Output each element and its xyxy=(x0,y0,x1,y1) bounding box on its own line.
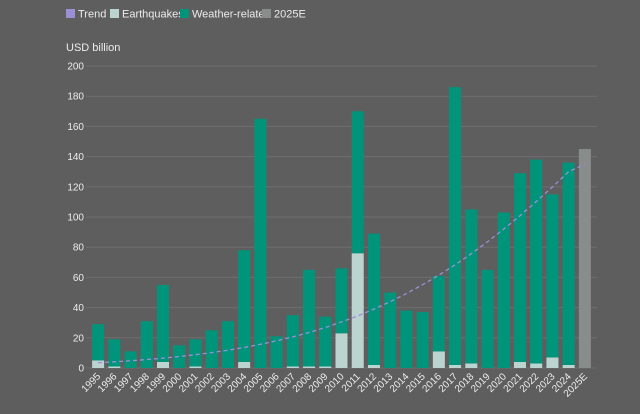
bar-earthquakes-2022 xyxy=(530,363,543,368)
bar-weather-related-2003 xyxy=(221,321,234,368)
legend-swatch-1 xyxy=(110,9,119,18)
y-tick-label-100: 100 xyxy=(67,213,84,224)
legend-swatch-3 xyxy=(262,9,271,18)
bar-weather-related-2015 xyxy=(416,312,429,368)
y-tick-label-160: 160 xyxy=(67,122,84,133)
bar-weather-related-2011 xyxy=(351,111,364,254)
bar-weather-related-2010 xyxy=(335,268,348,334)
bar-earthquakes-2024 xyxy=(562,364,575,368)
bar-weather-related-2001 xyxy=(189,339,202,367)
bar-weather-related-2024 xyxy=(562,162,575,365)
bar-weather-related-1995 xyxy=(92,324,105,361)
bar-earthquakes-2023 xyxy=(546,357,559,368)
y-tick-label-20: 20 xyxy=(73,333,85,344)
bar-earthquakes-1999 xyxy=(157,361,170,368)
bar-weather-related-2002 xyxy=(205,330,218,368)
bar-weather-related-2004 xyxy=(238,250,251,362)
bar-weather-related-2006 xyxy=(270,336,283,368)
bar-earthquakes-2009 xyxy=(319,366,332,368)
bar-2025e-2025E xyxy=(578,149,591,368)
y-unit-label: USD billion xyxy=(66,42,120,54)
bar-weather-related-2018 xyxy=(465,209,478,364)
y-tick-label-140: 140 xyxy=(67,152,84,163)
bar-weather-related-2020 xyxy=(497,212,510,368)
bar-earthquakes-2021 xyxy=(513,361,526,368)
bar-weather-related-2019 xyxy=(481,269,494,368)
bar-earthquakes-2018 xyxy=(465,363,478,368)
bar-earthquakes-2017 xyxy=(449,364,462,368)
legend-label-2: Weather-related xyxy=(192,9,271,21)
bar-weather-related-2023 xyxy=(546,194,559,358)
bar-weather-related-2016 xyxy=(432,275,445,352)
y-tick-label-80: 80 xyxy=(73,243,85,254)
trend-line xyxy=(98,163,586,364)
bar-weather-related-2000 xyxy=(173,345,186,368)
bar-earthquakes-2001 xyxy=(189,366,202,368)
bar-weather-related-1998 xyxy=(140,321,153,368)
bar-weather-related-2014 xyxy=(400,310,413,368)
y-tick-label-120: 120 xyxy=(67,182,84,193)
bar-earthquakes-2008 xyxy=(303,366,316,368)
legend-swatch-0 xyxy=(66,9,75,18)
legend-label-3: 2025E xyxy=(274,9,306,21)
bar-weather-related-1999 xyxy=(157,284,170,362)
bar-earthquakes-1995 xyxy=(92,360,105,368)
bar-weather-related-2008 xyxy=(303,269,316,367)
bar-earthquakes-2016 xyxy=(432,351,445,368)
bar-earthquakes-2011 xyxy=(351,253,364,368)
bar-weather-related-1997 xyxy=(124,351,137,368)
bar-weather-related-1996 xyxy=(108,339,121,367)
bar-earthquakes-2012 xyxy=(367,364,380,368)
bar-earthquakes-2010 xyxy=(335,333,348,368)
bar-weather-related-2007 xyxy=(286,315,299,367)
bar-earthquakes-1996 xyxy=(108,366,121,368)
y-tick-label-0: 0 xyxy=(78,364,84,375)
bar-weather-related-2012 xyxy=(367,233,380,365)
bar-weather-related-2021 xyxy=(513,173,526,362)
bar-weather-related-2017 xyxy=(449,87,462,365)
bar-weather-related-2022 xyxy=(530,159,543,364)
bar-weather-related-2013 xyxy=(384,292,397,368)
bar-weather-related-2005 xyxy=(254,118,267,368)
legend-label-0: Trend xyxy=(78,9,106,21)
y-tick-label-40: 40 xyxy=(73,303,85,314)
bar-earthquakes-2007 xyxy=(286,366,299,368)
bar-weather-related-2009 xyxy=(319,316,332,367)
legend-swatch-2 xyxy=(180,9,189,18)
y-tick-label-180: 180 xyxy=(67,92,84,103)
y-tick-label-200: 200 xyxy=(67,62,84,73)
legend-label-1: Earthquakes xyxy=(122,9,184,21)
y-tick-label-60: 60 xyxy=(73,273,85,284)
bar-earthquakes-2004 xyxy=(238,361,251,368)
